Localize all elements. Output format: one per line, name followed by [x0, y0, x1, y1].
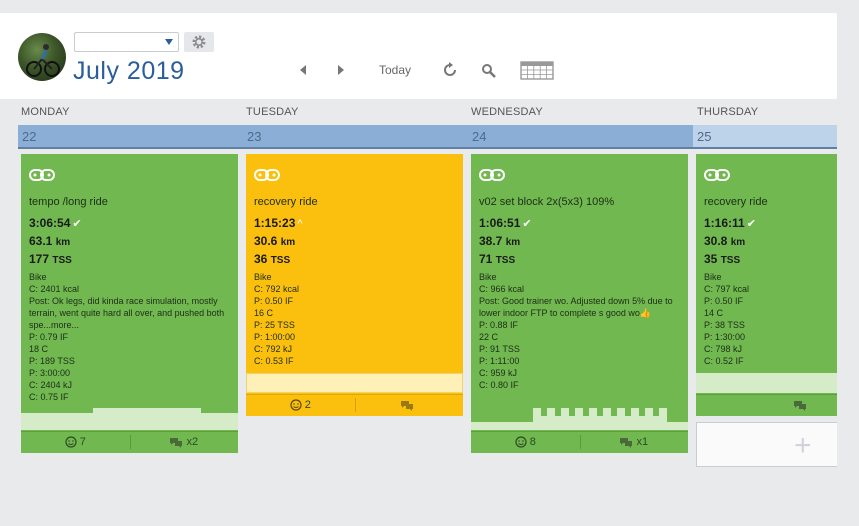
date-label: 25: [697, 129, 712, 144]
check-icon: ✔: [522, 218, 532, 230]
day-name-thursday: THURSDAY: [697, 106, 759, 118]
workout-tss: 35 TSS: [704, 252, 741, 266]
smile-icon: [290, 399, 302, 411]
chevron-left-icon[interactable]: [296, 63, 310, 77]
avatar[interactable]: [18, 33, 66, 81]
calendar-icon[interactable]: [520, 60, 554, 80]
comment-icon: [170, 437, 183, 448]
post-comment: Post: Good trainer wo. Adjusted down 5% …: [479, 296, 673, 318]
workout-duration: 1:15:23 ^: [254, 216, 303, 230]
comment-icon: [794, 400, 807, 411]
check-icon: ✔: [746, 218, 756, 230]
divider: [579, 435, 581, 449]
comments-button[interactable]: [355, 395, 464, 416]
workout-card-tuesday[interactable]: recovery ride 1:15:23 ^ 30.6 km 36 TSS Bi…: [246, 154, 463, 416]
chevron-right-icon[interactable]: [334, 63, 348, 77]
divider: [354, 398, 356, 412]
workout-distance: 30.6 km: [254, 234, 296, 248]
workout-duration: 3:06:54 ✔: [29, 216, 82, 230]
day-name-monday: MONDAY: [21, 106, 70, 118]
workout-distance: 30.8 km: [704, 234, 746, 248]
workout-profile-chart: [696, 373, 837, 393]
add-workout-button[interactable]: +: [696, 422, 837, 467]
comments-button[interactable]: x2: [130, 432, 239, 453]
likes-button[interactable]: 7: [21, 432, 130, 453]
comment-icon: [401, 400, 414, 411]
bike-chain-icon: [254, 169, 280, 181]
workout-distance: 38.7 km: [479, 234, 521, 248]
date-bar-24: 24: [468, 125, 693, 149]
workout-duration: 1:06:51 ✔: [479, 216, 532, 230]
workout-title: recovery ride: [254, 196, 318, 208]
smile-icon: [65, 436, 77, 448]
gear-icon: [192, 35, 206, 49]
bike-chain-icon: [704, 169, 730, 181]
athlete-select[interactable]: [74, 32, 179, 52]
workout-profile-chart: [471, 408, 688, 430]
workout-details: Bike C: 797 kcal P: 0.50 IF 14 C P: 38 T…: [704, 272, 750, 366]
workout-title: v02 set block 2x(5x3) 109%: [479, 196, 615, 208]
workout-card-thursday[interactable]: recovery ride 1:16:11 ✔ 30.8 km 35 TSS Bi…: [696, 154, 837, 416]
day-name-wednesday: WEDNESDAY: [471, 106, 543, 118]
settings-button[interactable]: [184, 32, 214, 52]
workout-title: tempo /long ride: [29, 196, 108, 208]
smile-icon: [515, 436, 527, 448]
page-title: July 2019: [73, 57, 185, 86]
workout-details: Bike C: 2401 kcal Post: Ok legs, did kin…: [29, 271, 234, 403]
likes-button[interactable]: [696, 395, 767, 416]
workout-tss: 71 TSS: [479, 252, 516, 266]
comments-button[interactable]: [767, 395, 838, 416]
partial-icon: ^: [297, 218, 303, 230]
workout-details: Bike C: 966 kcal Post: Good trainer wo. …: [479, 271, 684, 391]
workout-card-monday[interactable]: tempo /long ride 3:06:54 ✔ 63.1 km 177 TS…: [21, 154, 238, 453]
workout-tss: 177 TSS: [29, 252, 72, 266]
workout-profile-chart: [246, 373, 463, 393]
search-icon[interactable]: [481, 63, 497, 79]
comment-icon: [620, 437, 633, 448]
date-label: 24: [472, 129, 487, 144]
date-label: 22: [22, 129, 37, 144]
date-bar-25: 25: [693, 125, 837, 149]
today-button[interactable]: Today: [379, 63, 412, 77]
caret-down-icon: [165, 39, 173, 45]
workout-title: recovery ride: [704, 196, 768, 208]
workout-profile-chart: [21, 408, 238, 430]
workout-duration: 1:16:11 ✔: [704, 216, 756, 230]
plus-icon: +: [794, 429, 812, 462]
workout-footer: 8 x1: [471, 431, 688, 452]
likes-button[interactable]: 8: [471, 432, 580, 453]
refresh-icon[interactable]: [442, 62, 458, 78]
post-comment: Post: Ok legs, did kinda race simulation…: [29, 296, 225, 330]
workout-footer: 7 x2: [21, 431, 238, 452]
day-name-tuesday: TUESDAY: [246, 106, 299, 118]
workout-tss: 36 TSS: [254, 252, 291, 266]
bike-chain-icon: [479, 169, 505, 181]
workout-footer: [696, 394, 837, 415]
workout-details: Bike C: 792 kcal P: 0.50 IF 16 C P: 25 T…: [254, 272, 300, 366]
check-icon: ✔: [72, 218, 82, 230]
year-label: 2019: [126, 57, 185, 85]
date-label: 23: [247, 129, 262, 144]
month-label: July: [73, 57, 120, 85]
divider: [129, 435, 131, 449]
comments-button[interactable]: x1: [580, 432, 689, 453]
date-bar-23: 23: [243, 125, 468, 149]
calendar-header: July 2019 Today: [0, 13, 837, 99]
bike-chain-icon: [29, 169, 55, 181]
workout-footer: 2: [246, 394, 463, 415]
date-bar-22: 22: [18, 125, 243, 149]
likes-button[interactable]: 2: [246, 395, 355, 416]
workout-card-wednesday[interactable]: v02 set block 2x(5x3) 109% 1:06:51 ✔ 38.7…: [471, 154, 688, 453]
workout-distance: 63.1 km: [29, 234, 71, 248]
